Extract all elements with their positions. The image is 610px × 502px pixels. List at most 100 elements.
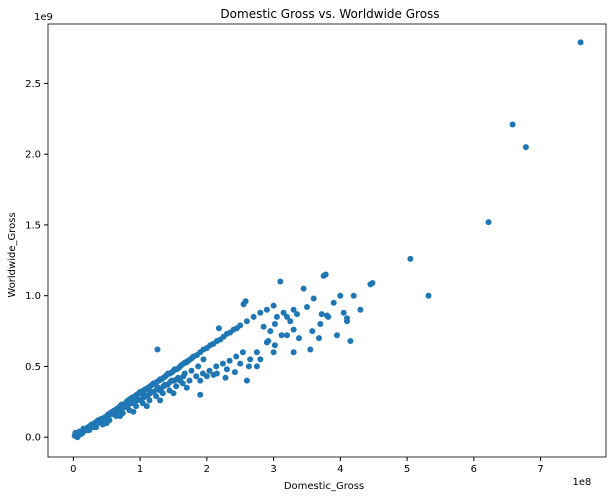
- x-tick-label: 1: [137, 464, 143, 475]
- data-point: [253, 363, 260, 370]
- x-tick-label: 2: [204, 464, 210, 475]
- y-tick-label: 2.5: [25, 79, 41, 90]
- data-point: [195, 363, 202, 370]
- data-point: [270, 302, 277, 309]
- data-point: [509, 121, 516, 128]
- data-point: [284, 332, 290, 339]
- data-point: [347, 338, 354, 344]
- data-point: [284, 313, 290, 320]
- data-point: [160, 383, 167, 390]
- y-tick-label: 1.5: [25, 220, 41, 231]
- data-point: [213, 370, 220, 377]
- data-point: [290, 306, 297, 313]
- data-point: [183, 384, 190, 391]
- x-axis-label: Domestic_Gross: [284, 481, 364, 492]
- data-point: [245, 363, 252, 370]
- data-point: [330, 299, 337, 306]
- data-point: [250, 313, 257, 320]
- data-point: [304, 304, 310, 310]
- data-point: [322, 271, 329, 278]
- data-point: [77, 431, 84, 438]
- data-point: [103, 420, 110, 426]
- data-point: [177, 377, 184, 384]
- data-point: [157, 397, 164, 404]
- data-point: [263, 306, 270, 313]
- data-point: [287, 318, 294, 325]
- data-point: [271, 321, 278, 327]
- data-point: [203, 373, 210, 380]
- data-point: [253, 349, 260, 356]
- x-tick-label: 0: [70, 464, 76, 475]
- data-point: [300, 285, 307, 292]
- data-point: [223, 366, 230, 373]
- data-point: [140, 394, 147, 401]
- data-point: [186, 377, 193, 384]
- data-point: [117, 413, 124, 419]
- data-point: [267, 328, 274, 335]
- data-point: [310, 295, 317, 302]
- points-layer: [71, 39, 584, 441]
- data-point: [270, 349, 277, 356]
- data-point: [154, 346, 161, 353]
- data-point: [180, 373, 187, 380]
- data-point: [167, 379, 174, 385]
- data-point: [260, 323, 267, 330]
- data-point: [127, 400, 134, 407]
- data-point: [113, 408, 120, 415]
- data-point: [273, 313, 280, 320]
- data-point: [197, 391, 204, 398]
- x-tick-label: 4: [337, 464, 343, 475]
- data-point: [147, 390, 154, 397]
- data-point: [100, 415, 107, 422]
- data-point: [130, 408, 137, 415]
- data-point: [344, 318, 350, 325]
- data-point: [425, 292, 432, 299]
- ticks-layer: 0 1 2 3 4 5 6 7 0.0 0.5 1.0 1.5 2.0 2.5: [25, 79, 544, 475]
- x-multiplier-label: 1e8: [573, 477, 592, 488]
- data-point: [242, 298, 249, 305]
- data-point: [222, 374, 229, 381]
- data-point: [133, 397, 140, 404]
- data-point: [173, 383, 180, 390]
- x-tick-label: 7: [537, 464, 543, 475]
- chart-title: Domestic Gross vs. Worldwide Gross: [220, 7, 439, 21]
- data-point: [290, 326, 297, 333]
- data-point: [219, 360, 226, 367]
- data-point: [243, 377, 250, 384]
- data-point: [309, 328, 316, 335]
- data-point: [307, 346, 314, 353]
- data-point: [197, 377, 204, 384]
- x-tick-label: 3: [270, 464, 276, 475]
- data-point: [340, 309, 347, 316]
- data-point: [334, 332, 340, 339]
- data-point: [407, 255, 414, 262]
- data-point: [237, 360, 244, 367]
- data-point: [357, 306, 364, 313]
- data-point: [325, 313, 332, 320]
- data-point: [280, 309, 287, 316]
- y-axis-label: Worldwide_Gross: [7, 212, 18, 297]
- data-point: [188, 367, 195, 374]
- data-point: [200, 356, 207, 363]
- data-point: [215, 325, 222, 332]
- data-point: [80, 425, 87, 432]
- data-point: [226, 357, 233, 364]
- data-point: [577, 39, 584, 46]
- data-point: [213, 363, 220, 370]
- data-point: [369, 280, 376, 286]
- data-point: [87, 422, 94, 429]
- data-point: [170, 390, 177, 397]
- data-point: [337, 292, 344, 299]
- data-point: [243, 318, 250, 325]
- data-point: [296, 335, 302, 342]
- data-point: [237, 322, 244, 329]
- data-point: [239, 349, 246, 356]
- data-point: [318, 311, 325, 318]
- data-point: [257, 356, 264, 363]
- data-point: [93, 418, 100, 425]
- data-point: [485, 219, 492, 226]
- data-point: [317, 321, 324, 327]
- data-point: [143, 403, 150, 410]
